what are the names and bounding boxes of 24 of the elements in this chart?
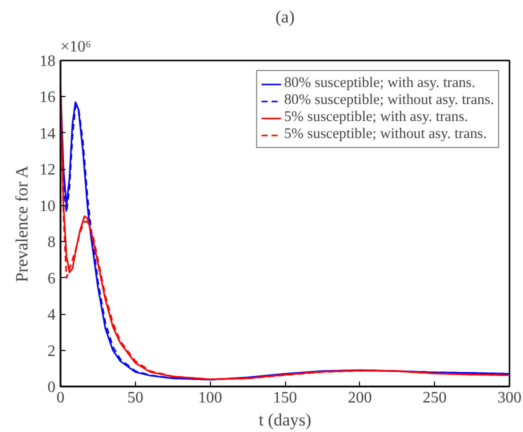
y-tick-label: 6: [48, 270, 56, 288]
x-tick-label: 100: [198, 390, 222, 406]
x-tick-label: 150: [273, 390, 297, 406]
x-axis-title: t (days): [258, 410, 312, 430]
chart-title: (a): [275, 8, 295, 26]
y-tick-label: 12: [40, 162, 56, 179]
y-tick-label: 4: [48, 306, 56, 324]
legend-label: 80% susceptible; with asy. trans.: [284, 75, 476, 92]
y-tick-label: 10: [40, 198, 56, 215]
y-tick-label: 0: [48, 379, 56, 396]
y-tick-label: 8: [48, 234, 56, 252]
legend-label: 5% susceptible; without asy. trans.: [284, 126, 487, 143]
x-tick-label: 300: [498, 390, 522, 406]
legend-label: 80% susceptible; without asy. trans.: [284, 92, 494, 109]
x-tick-label: 50: [127, 390, 144, 406]
text: ×10⁶: [60, 38, 92, 56]
y-tick-label: 16: [40, 89, 56, 106]
y-tick-label: 18: [40, 53, 56, 70]
y-tick-label: 2: [48, 342, 56, 360]
x-tick-label: 250: [422, 390, 447, 406]
legend-label: 5% susceptible; with asy. trans.: [284, 109, 468, 126]
x-tick-label: 200: [348, 390, 372, 406]
y-tick-label: 14: [40, 125, 56, 142]
y-axis-title: Prevalence for A: [12, 165, 32, 282]
